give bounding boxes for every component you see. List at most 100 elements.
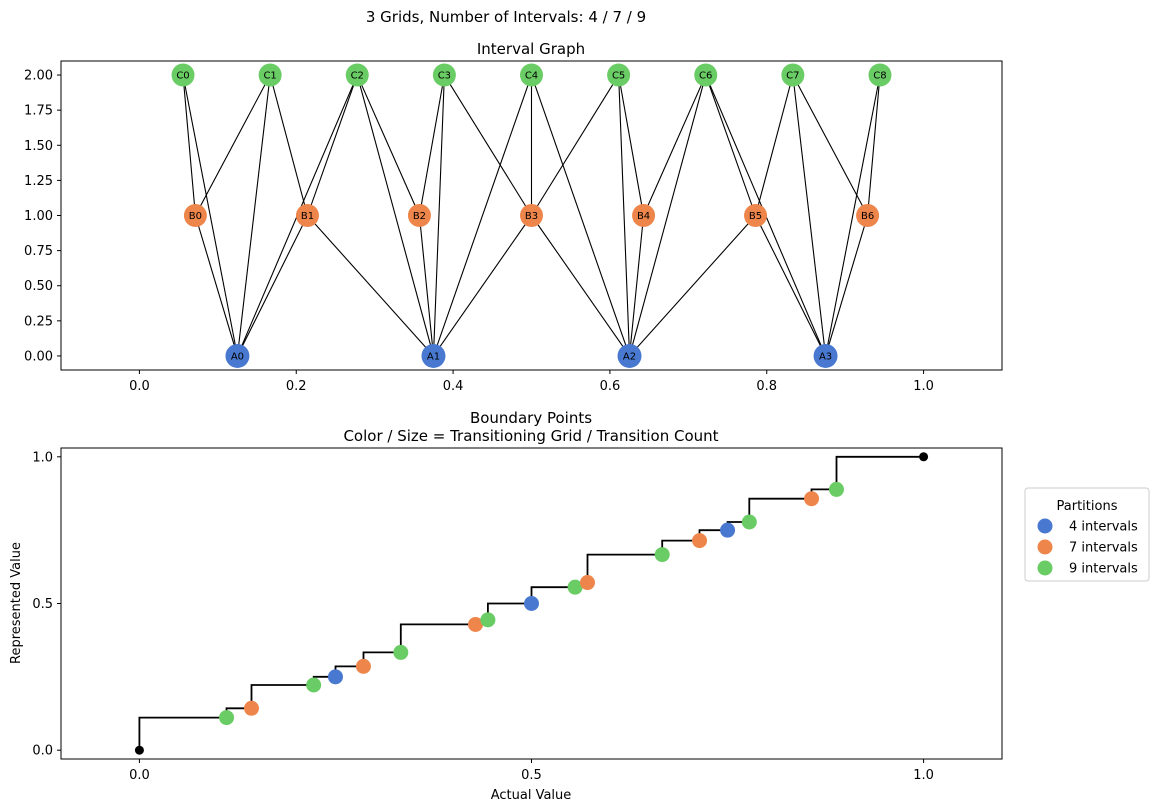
boundary-point-grid9: [567, 579, 583, 595]
y-tick-label: 1.00: [24, 209, 53, 224]
point-layer: [134, 452, 929, 755]
legend-title: Partitions: [1057, 499, 1118, 514]
x-tick-label: 0.5: [521, 768, 542, 783]
boundary-point-grid9: [219, 710, 235, 726]
legend-label-grid4: 4 intervals: [1069, 520, 1138, 535]
graph-edge-B0-C0: [182, 74, 196, 216]
figure-suptitle: 3 Grids, Number of Intervals: 4 / 7 / 9: [366, 8, 646, 26]
x-tick-label: 0.0: [129, 768, 150, 783]
graph-edge-B3-C3: [443, 74, 532, 216]
graph-edge-B6-C8: [867, 74, 881, 216]
graph-node-label-C5: C5: [612, 71, 625, 82]
graph-node-label-A0: A0: [231, 351, 244, 362]
graph-node-label-C6: C6: [699, 71, 712, 82]
graph-edge-A2-C6: [628, 74, 707, 357]
graph-node-label-A2: A2: [623, 351, 636, 362]
graph-edge-A2-B3: [531, 215, 630, 357]
boundary-point-grid9: [654, 547, 670, 563]
graph-node-C8: [868, 63, 892, 87]
y-tick-label: 0.75: [24, 244, 53, 259]
graph-edge-A1-C3: [432, 75, 445, 356]
graph-node-C4: [520, 63, 543, 87]
endpoint-marker: [919, 452, 929, 462]
graph-node-C6: [694, 63, 718, 87]
endpoint-marker: [134, 745, 144, 755]
graph-node-B6: [856, 204, 880, 227]
boundary-point-grid9: [828, 481, 844, 497]
graph-node-C0: [171, 63, 195, 87]
graph-edge-A1-B2: [418, 215, 435, 357]
boundary-points-panel: Boundary Points Color / Size = Transitio…: [9, 409, 1150, 803]
y-tick-label: 2.00: [24, 69, 53, 84]
graph-edge-A0-C0: [182, 74, 238, 357]
x-tick-layer: 0.0 0.2 0.4 0.6 0.8 1.0: [129, 370, 934, 394]
y-tick-label: 0.0: [32, 744, 53, 759]
y-tick-layer: 0.0 0.5 1.0: [32, 450, 61, 759]
graph-node-A2: [617, 343, 642, 368]
boundary-point-grid7: [804, 491, 820, 507]
graph-node-C2: [345, 63, 369, 87]
graph-node-label-B3: B3: [525, 211, 538, 222]
graph-node-B2: [407, 204, 431, 227]
boundary-point-grid9: [480, 612, 496, 628]
x-tick-layer: 0.0 0.5 1.0: [129, 759, 934, 783]
legend-label-grid7: 7 intervals: [1069, 541, 1138, 556]
graph-edge-B3-C5: [531, 74, 620, 216]
graph-node-B0: [183, 204, 207, 227]
graph-node-B3: [520, 204, 543, 227]
x-tick-label: 0.8: [756, 379, 777, 394]
x-tick-label: 0.2: [286, 379, 307, 394]
y-tick-label: 0.50: [24, 279, 53, 294]
graph-edge-B4-C5: [618, 74, 645, 216]
graph-node-label-B5: B5: [749, 211, 762, 222]
graph-edge-B1-C1: [269, 74, 308, 216]
legend-marker-grid9: [1037, 560, 1053, 576]
x-tick-label: 1.0: [913, 379, 934, 394]
boundary-point-grid7: [692, 533, 708, 549]
graph-edge-B1-C2: [306, 74, 358, 216]
y-tick-label: 0.25: [24, 314, 53, 329]
graph-edge-A1-B3: [433, 215, 532, 357]
graph-node-B4: [632, 204, 656, 227]
graph-node-label-C4: C4: [525, 71, 538, 82]
graph-node-label-C7: C7: [786, 71, 799, 82]
graph-edge-B2-C2: [356, 74, 420, 216]
graph-node-label-C2: C2: [351, 71, 364, 82]
interval-graph-title: Interval Graph: [477, 40, 585, 58]
graph-node-C7: [781, 63, 805, 87]
boundary-point-grid9: [393, 644, 409, 660]
graph-node-A1: [421, 343, 446, 368]
graph-node-label-A1: A1: [427, 351, 440, 362]
graph-node-A3: [813, 343, 838, 368]
legend-marker-grid7: [1037, 539, 1053, 555]
graph-node-label-B2: B2: [413, 211, 426, 222]
boundary-point-grid4: [524, 596, 539, 611]
legend-items: 4 intervals 7 intervals 9 intervals: [1037, 518, 1138, 577]
graph-edge-A0-C1: [236, 74, 271, 357]
graph-edge-A2-B4: [628, 215, 645, 357]
graph-edge-B5-C6: [705, 74, 757, 216]
graph-edge-B6-C7: [792, 74, 869, 216]
boundary-point-grid4: [327, 669, 343, 685]
legend-marker-grid4: [1037, 518, 1053, 534]
node-layer: A0 A1 A2 A3 B0 B1 B2 B3 B4 B5 B6 C0 C1 C2 C3 C4 C5 C6 C7 C8: [171, 63, 892, 368]
graph-edge-B0-C1: [194, 74, 271, 216]
graph-edge-B5-C7: [755, 74, 794, 216]
y-tick-label: 1.50: [24, 139, 53, 154]
graph-edge-B4-C6: [643, 74, 707, 216]
x-tick-label: 0.4: [443, 379, 464, 394]
graph-edge-A3-B5: [755, 215, 827, 357]
y-tick-label: 1.25: [24, 174, 53, 189]
graph-node-label-B6: B6: [861, 211, 874, 222]
graph-node-B1: [295, 204, 319, 227]
graph-node-C5: [607, 63, 631, 87]
graph-node-label-C3: C3: [438, 71, 451, 82]
y-tick-label: 1.0: [32, 450, 53, 465]
graph-edge-A0-B0: [194, 215, 238, 357]
graph-edge-A2-C4: [530, 74, 631, 357]
graph-edge-A2-C5: [618, 75, 631, 356]
interval-graph-panel: Interval Graph A0 A1 A2 A3 B0 B1 B2 B3 B4 B5 B6 C0 C…: [24, 40, 1003, 394]
graph-node-label-B0: B0: [189, 211, 202, 222]
x-axis-label: Actual Value: [491, 788, 572, 803]
